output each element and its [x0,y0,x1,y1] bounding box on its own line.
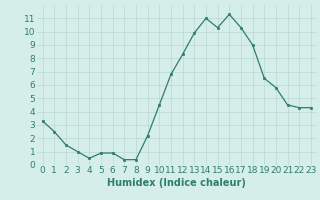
X-axis label: Humidex (Indice chaleur): Humidex (Indice chaleur) [108,178,246,188]
